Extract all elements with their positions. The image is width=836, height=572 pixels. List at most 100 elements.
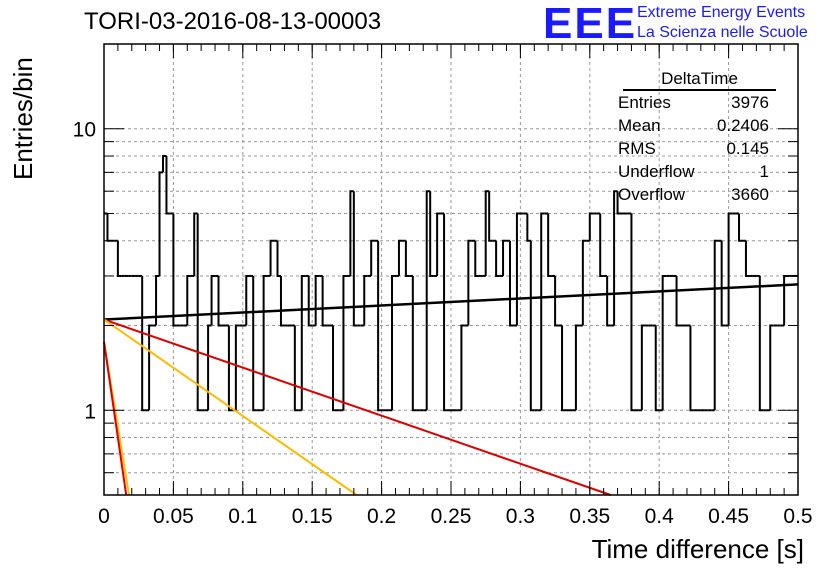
histogram-bin	[744, 240, 750, 277]
histogram-bin	[148, 324, 153, 411]
histogram-bin	[599, 213, 604, 277]
histogram-bin	[720, 240, 726, 327]
histogram-bin	[269, 239, 275, 276]
eee-logo-mark: EEE	[543, 0, 638, 48]
stats-label: Underflow	[618, 162, 695, 181]
histogram-bin	[443, 213, 448, 412]
histogram-bin	[783, 274, 788, 326]
histogram-bin	[630, 213, 635, 412]
y-axis-label: Entries/bin	[8, 57, 38, 180]
logo-line-1: Extreme Energy Events	[637, 4, 806, 21]
histogram-bin	[411, 275, 417, 412]
histogram-bin	[307, 275, 313, 327]
histogram-bin	[515, 212, 521, 326]
histogram-bin	[484, 190, 490, 276]
stats-value: 0.145	[726, 139, 769, 158]
histogram-bin	[321, 275, 327, 327]
plot-title: TORI-03-2016-08-13-00003	[84, 8, 382, 35]
x-tick-label: 0.5	[783, 505, 812, 528]
histogram-bin	[588, 212, 594, 241]
histogram-bin	[196, 213, 202, 412]
histogram-bin	[262, 274, 268, 411]
stats-label: Mean	[618, 116, 661, 135]
stats-label: RMS	[618, 139, 656, 158]
histogram-bin	[252, 275, 257, 412]
stats-row-entries: Entries 3976	[611, 91, 776, 114]
x-tick-label: 0.05	[153, 505, 194, 528]
histogram-bin	[276, 240, 281, 277]
histogram-bin	[210, 274, 216, 326]
histogram-bin	[436, 212, 441, 276]
histogram-bin	[391, 274, 396, 411]
y-tick-label: 10	[73, 119, 96, 142]
histogram-bin	[158, 171, 163, 276]
histogram-bin	[172, 213, 177, 327]
histogram-bin	[155, 274, 160, 326]
eee-logo-text: Extreme Energy Events La Scienza nelle S…	[637, 3, 808, 43]
histogram-bin	[661, 274, 667, 411]
logo-line-2: La Scienza nelle Scuole	[637, 24, 808, 41]
histogram-bin	[689, 325, 694, 412]
x-tick-label: 0.3	[506, 505, 535, 528]
histogram-bin	[460, 324, 465, 411]
x-tick-label: 0.25	[431, 505, 472, 528]
histogram-bin	[425, 190, 431, 411]
histogram-bin	[106, 213, 111, 242]
histogram-bin	[363, 274, 368, 326]
histogram-bin	[332, 325, 337, 412]
histogram-bin	[207, 324, 212, 411]
x-axis-label: Time difference [s]	[591, 534, 804, 564]
x-tick-label: 0.35	[569, 505, 610, 528]
x-tick-label: 0	[98, 505, 110, 528]
histogram-bin	[377, 240, 382, 412]
stats-row-overflow: Overflow 3660	[611, 183, 776, 206]
x-tick-label: 0.15	[292, 505, 333, 528]
histogram-bin	[561, 325, 566, 412]
histogram-bin	[581, 239, 587, 326]
stats-box: DeltaTime Entries 3976 Mean 0.2406 RMS 0…	[611, 68, 776, 206]
black-curve	[103, 283, 799, 321]
stats-value: 3976	[731, 93, 769, 112]
histogram-bin	[352, 191, 358, 327]
stats-value: 1	[759, 162, 769, 181]
histogram-bin	[467, 239, 472, 326]
histogram-bin	[116, 240, 122, 277]
histogram-bin	[217, 275, 222, 327]
histogram-bin	[640, 324, 646, 411]
stats-row-underflow: Underflow 1	[611, 160, 776, 183]
red-curve	[103, 341, 128, 496]
histogram-bin	[502, 239, 507, 276]
red-curve	[103, 318, 611, 496]
y-tick-label: 1	[84, 400, 96, 423]
histogram-bin	[495, 240, 500, 277]
histogram-bin	[245, 274, 250, 326]
orange-curve	[103, 318, 358, 496]
stats-label: Entries	[618, 93, 671, 112]
histogram-bin	[526, 213, 531, 242]
histogram-bin	[769, 324, 774, 411]
histogram-bin	[727, 212, 733, 326]
histogram-bin	[474, 240, 479, 277]
histogram-bin	[613, 190, 618, 326]
histogram-bin	[193, 212, 198, 276]
x-tick-label: 0.45	[708, 505, 749, 528]
histogram-bin	[165, 156, 170, 215]
histogram-bin	[713, 239, 719, 411]
histogram-bin	[554, 275, 559, 327]
histogram-bin	[279, 275, 285, 327]
stats-value: 3660	[731, 185, 769, 204]
x-tick-label: 0.2	[367, 505, 396, 528]
histogram-bin	[141, 275, 146, 412]
histogram-bin	[547, 213, 552, 277]
histogram-bin	[342, 274, 347, 411]
histogram-bin	[675, 275, 681, 327]
histogram-bin	[370, 239, 375, 276]
histogram-bin	[161, 155, 167, 173]
histogram-bin	[314, 274, 320, 326]
stats-label: Overflow	[618, 185, 686, 204]
stats-title: DeltaTime	[623, 68, 776, 91]
histogram-bin	[349, 190, 354, 276]
reference-curves	[103, 283, 799, 496]
histogram-bin	[488, 191, 493, 242]
